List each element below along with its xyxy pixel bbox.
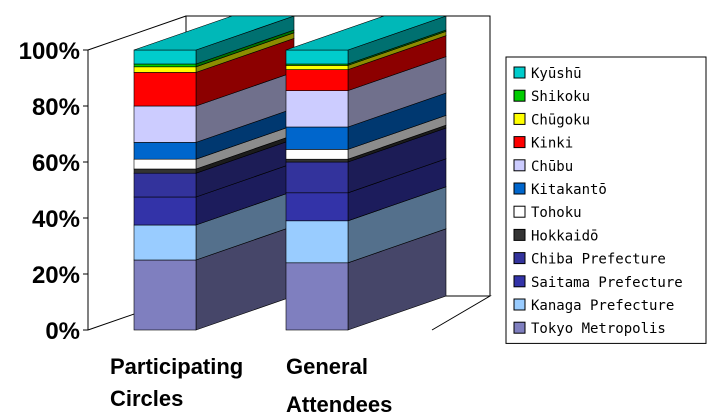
bar-segment-front	[133, 66, 197, 73]
wall-top-edge	[87, 15, 187, 51]
x-category-label: Circles	[110, 386, 183, 411]
y-axis-ticks: 0% 20% 40% 60% 80% 100%	[19, 38, 88, 345]
bar-segment	[133, 138, 295, 198]
bar-segment-front	[133, 168, 197, 174]
legend-item: Chiba Prefecture	[513, 252, 666, 268]
legend-item: Chūbu	[513, 159, 573, 175]
bar-segment	[285, 127, 447, 194]
bar-segment-front	[285, 149, 349, 160]
bar-segment-front	[285, 158, 349, 163]
bar-segment-front	[133, 259, 197, 331]
bar-segment	[133, 15, 295, 65]
bar-segment	[133, 162, 295, 226]
legend-label: Tohoku	[531, 205, 582, 221]
bar-segment-front	[285, 262, 349, 331]
legend-label: Chūbu	[531, 159, 573, 175]
legend-label: Kanaga Prefecture	[531, 298, 674, 314]
x-category-label: Attendees	[286, 392, 392, 416]
legend-item: Chūgoku	[513, 112, 590, 128]
x-axis-categories: Participating Circles General Attendees	[110, 354, 392, 416]
bar-segment-front	[133, 63, 197, 68]
legend-swatch	[513, 159, 526, 172]
legend-box	[505, 56, 707, 344]
bar-segment	[133, 107, 295, 160]
bar-segment	[285, 15, 447, 65]
legend-label: Saitama Prefecture	[531, 275, 683, 291]
legend-label: Shikoku	[531, 89, 590, 105]
legend-item: Kyūshū	[513, 66, 582, 82]
bar-segment-front	[133, 142, 197, 160]
x-category-label: Participating	[110, 354, 243, 379]
bar-segment-front	[133, 105, 197, 143]
bar-segment-front	[285, 192, 349, 222]
y-tick-label: 20%	[32, 262, 80, 289]
legend-label: Kinki	[531, 136, 573, 152]
y-tick-label: 40%	[32, 206, 80, 233]
legend-label: Chiba Prefecture	[531, 252, 666, 268]
legend-item: Saitama Prefecture	[513, 275, 683, 291]
legend-item: Kanaga Prefecture	[513, 298, 674, 314]
legend-item: Shikoku	[513, 89, 590, 105]
legend-swatch	[513, 66, 526, 79]
legend-label: Kyūshū	[531, 66, 582, 82]
bar-top	[133, 15, 295, 51]
legend-label: Kitakantō	[531, 182, 607, 198]
legend-swatch	[513, 321, 526, 334]
bar-segment-front	[285, 126, 349, 150]
legend-swatch	[513, 182, 526, 195]
bar-top	[285, 15, 447, 51]
bar-segment-front	[285, 220, 349, 264]
legend-swatch	[513, 112, 526, 125]
bar-segment	[133, 71, 295, 143]
legend: Kyūshū Shikoku Chūgoku Kinki Chūbu Kitakantō T…	[505, 56, 707, 344]
bar-segment-front	[133, 196, 197, 226]
bar-segment	[285, 158, 447, 222]
y-tick-label: 0%	[45, 318, 80, 345]
legend-label: Chūgoku	[531, 112, 590, 128]
bar-segment-front	[133, 224, 197, 261]
bar-segment	[133, 37, 295, 107]
bar-segment-front	[133, 158, 197, 170]
y-tick-label: 80%	[32, 94, 80, 121]
bar-segment-front	[133, 49, 197, 65]
bar-segment	[285, 228, 447, 331]
legend-label: Hokkaidō	[531, 228, 598, 244]
legend-item: Kinki	[513, 136, 573, 152]
bars	[133, 15, 447, 331]
legend-swatch	[513, 298, 526, 311]
legend-swatch	[513, 205, 526, 218]
legend-item: Hokkaidō	[513, 228, 598, 244]
bar-segment-front	[133, 172, 197, 198]
legend-swatch	[513, 228, 526, 241]
legend-label: Tokyo Metropolis	[531, 321, 666, 337]
legend-item: Tohoku	[513, 205, 582, 221]
y-tick-label: 100%	[19, 38, 80, 65]
legend-swatch	[513, 275, 526, 288]
bar-segment-front	[285, 65, 349, 70]
legend-item: Tokyo Metropolis	[513, 321, 666, 337]
bar-segment-front	[133, 72, 197, 107]
legend-swatch	[513, 136, 526, 149]
legend-swatch	[513, 252, 526, 265]
bar-segment	[285, 92, 447, 150]
legend-swatch	[513, 89, 526, 102]
legend-item: Kitakantō	[513, 182, 607, 198]
bar-segment-front	[285, 90, 349, 128]
y-tick-label: 60%	[32, 150, 80, 177]
x-category-label: General	[286, 354, 368, 379]
bar-segment-front	[285, 161, 349, 194]
bar-segment-front	[285, 69, 349, 91]
bar-segment-front	[285, 49, 349, 65]
